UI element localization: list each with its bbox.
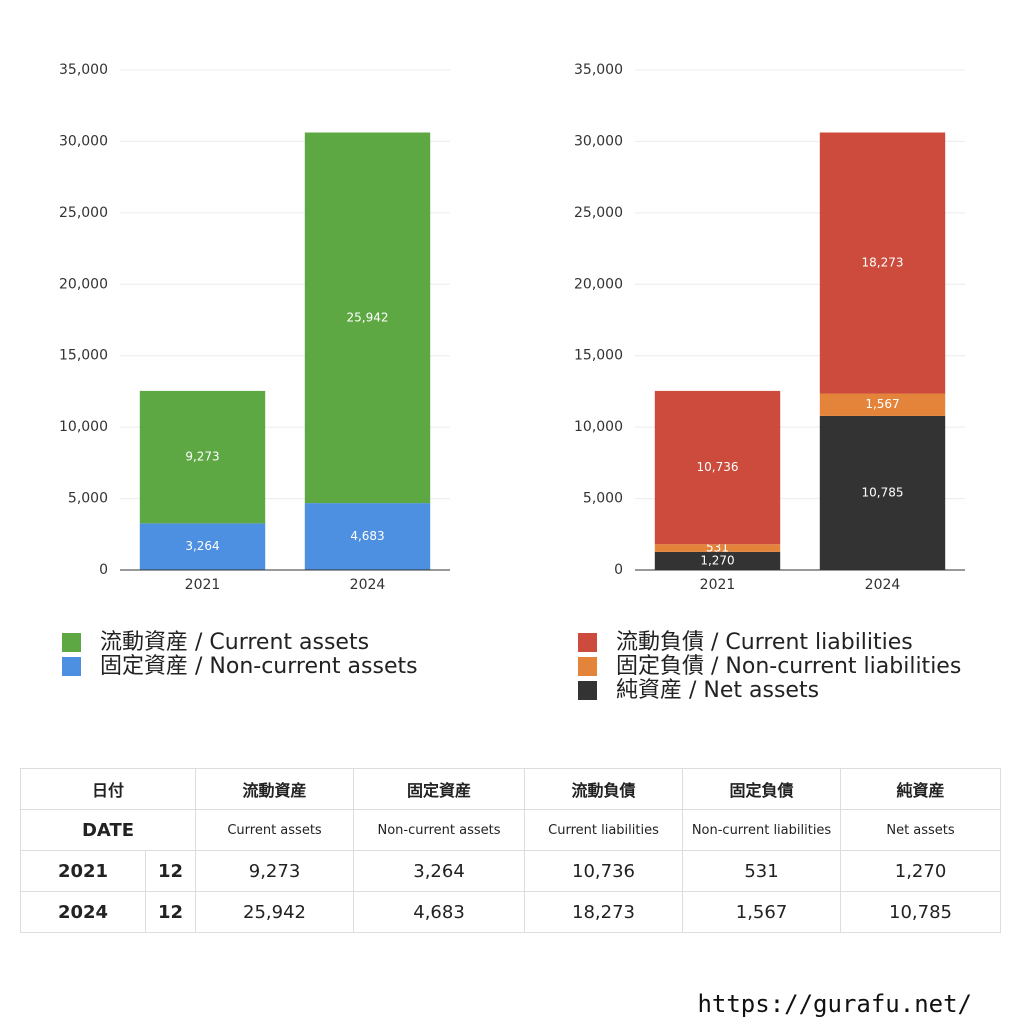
table-cell: Non-current assets bbox=[353, 809, 526, 851]
legend-swatch bbox=[62, 633, 81, 652]
y-tick-label: 5,000 bbox=[68, 491, 108, 507]
y-tick-label: 0 bbox=[614, 562, 623, 578]
header-row: DATE Current assets Non-current assets Curr… bbox=[19, 809, 1002, 851]
value-label: 1,270 bbox=[700, 553, 734, 567]
table-cell: 固定資産 bbox=[353, 768, 526, 810]
bar-segment bbox=[654, 390, 781, 545]
table-cell: Current liabilities bbox=[524, 809, 684, 851]
y-tick-label: 5,000 bbox=[583, 491, 623, 507]
y-tick-label: 25,000 bbox=[59, 205, 108, 221]
legend-swatch bbox=[62, 657, 81, 676]
table-cell: 日付 bbox=[19, 768, 197, 810]
bar-segment bbox=[654, 551, 781, 570]
bar-segment bbox=[819, 132, 946, 394]
table-cell: 12 bbox=[144, 891, 197, 933]
legend-label: 流動資産 / Current assets bbox=[100, 630, 369, 655]
y-tick-label: 35,000 bbox=[59, 62, 108, 78]
bar-segment bbox=[139, 390, 266, 524]
bar-segment bbox=[304, 503, 431, 570]
y-tick-label: 35,000 bbox=[574, 62, 623, 78]
table-cell: Current assets bbox=[195, 809, 355, 851]
value-label: 9,273 bbox=[185, 450, 219, 464]
legend-label: 固定負債 / Non-current liabilities bbox=[616, 654, 961, 679]
table-cell: 9,273 bbox=[195, 850, 355, 892]
table-cell: 流動負債 bbox=[524, 768, 684, 810]
y-tick-label: 20,000 bbox=[574, 276, 623, 292]
table-cell: 1,567 bbox=[682, 891, 842, 933]
bar-segment bbox=[654, 544, 781, 552]
y-tick-label: 25,000 bbox=[574, 205, 623, 221]
table-cell: 2024 bbox=[20, 891, 146, 933]
value-label: 4,683 bbox=[350, 529, 384, 543]
table-cell: 4,683 bbox=[353, 891, 526, 933]
value-label: 18,273 bbox=[862, 256, 904, 270]
table-cell: 2021 bbox=[20, 850, 146, 892]
bar-segment bbox=[819, 393, 946, 416]
x-tick-label: 2021 bbox=[185, 577, 221, 593]
legend-label: 純資産 / Net assets bbox=[616, 678, 819, 703]
legend-label: 流動負債 / Current liabilities bbox=[616, 630, 913, 655]
data-table: 日付 流動資産 固定資産 流動負債 固定負債 純資産 DATE Current assets N… bbox=[19, 768, 1002, 933]
data-row: 2024 12 25,942 4,683 18,273 1,567 10,785 bbox=[20, 891, 1002, 933]
header-row: 日付 流動資産 固定資産 流動負債 固定負債 純資産 bbox=[19, 768, 1002, 810]
x-tick-label: 2024 bbox=[865, 577, 901, 593]
x-tick-label: 2024 bbox=[350, 577, 386, 593]
y-tick-label: 15,000 bbox=[574, 348, 623, 364]
data-row: 2021 12 9,273 3,264 10,736 531 1,270 bbox=[20, 850, 1002, 892]
table-cell: DATE bbox=[19, 809, 197, 851]
bar-segment bbox=[304, 132, 431, 504]
y-tick-label: 30,000 bbox=[59, 133, 108, 149]
y-tick-label: 10,000 bbox=[574, 419, 623, 435]
y-tick-label: 20,000 bbox=[59, 276, 108, 292]
table-cell: 10,785 bbox=[840, 891, 1002, 933]
table-cell: 12 bbox=[144, 850, 197, 892]
value-label: 10,785 bbox=[862, 485, 904, 499]
value-label: 10,736 bbox=[697, 460, 739, 474]
charts: 0 5,000 10,000 15,000 20,000 25,000 30,000 35,0… bbox=[59, 62, 965, 703]
y-tick-label: 30,000 bbox=[574, 133, 623, 149]
value-label: 25,942 bbox=[347, 310, 389, 324]
legend-swatch bbox=[578, 633, 597, 652]
bar-segment bbox=[139, 523, 266, 570]
footer-url: https://gurafu.net/ bbox=[697, 990, 972, 1018]
table-cell: 10,736 bbox=[524, 850, 684, 892]
legend-swatch bbox=[578, 681, 597, 700]
x-tick-label: 2021 bbox=[700, 577, 736, 593]
table-cell: 3,264 bbox=[353, 850, 526, 892]
legend-swatch bbox=[578, 657, 597, 676]
legend-label: 固定資産 / Non-current assets bbox=[100, 654, 418, 679]
value-label: 3,264 bbox=[185, 539, 219, 553]
table-cell: 531 bbox=[682, 850, 842, 892]
y-tick-label: 15,000 bbox=[59, 348, 108, 364]
value-label: 1,567 bbox=[865, 397, 899, 411]
table-cell: 固定負債 bbox=[682, 768, 842, 810]
table-cell: Non-current liabilities bbox=[682, 809, 842, 851]
table-cell: 純資産 bbox=[840, 768, 1002, 810]
table-cell: 流動資産 bbox=[195, 768, 355, 810]
table-cell: 25,942 bbox=[195, 891, 355, 933]
y-tick-label: 10,000 bbox=[59, 419, 108, 435]
y-tick-label: 0 bbox=[99, 562, 108, 578]
bar-segment bbox=[819, 415, 946, 570]
table-cell: 18,273 bbox=[524, 891, 684, 933]
table-cell: Net assets bbox=[840, 809, 1002, 851]
table-cell: 1,270 bbox=[840, 850, 1002, 892]
